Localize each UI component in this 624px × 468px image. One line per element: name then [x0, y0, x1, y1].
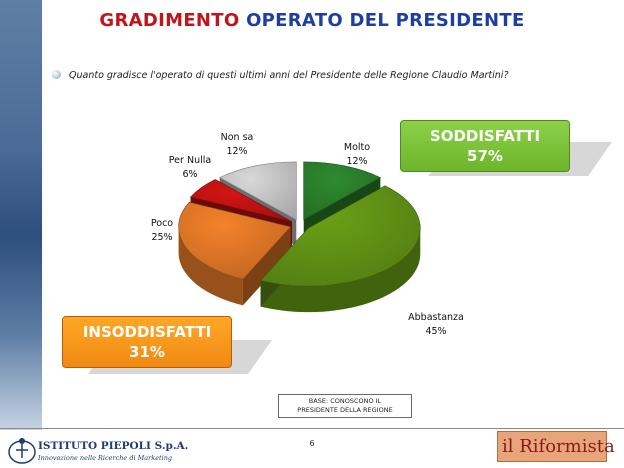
- piepoli-tagline: Innovazione nelle Ricerche di Marketing: [38, 454, 173, 462]
- il-riformista-logo: il Riformista: [497, 431, 615, 462]
- title-part-blue: OPERATO DEL PRESIDENTE: [246, 10, 525, 31]
- label-molto: Molto: [344, 142, 370, 153]
- label-poco: Poco: [151, 218, 173, 229]
- satisfied-summary-box: SODDISFATTI 57%: [400, 120, 570, 172]
- pie-wall-abbastanza: [260, 228, 421, 313]
- value-abbastanza: 45%: [425, 326, 446, 337]
- label-per-nulla: Per Nulla: [169, 155, 211, 166]
- base-note: BASE: CONOSCONO IL PRESIDENTE DELLA REGI…: [278, 394, 412, 418]
- question-text: Quanto gradisce l'operato di questi ulti…: [69, 70, 509, 81]
- bullet-icon: [52, 70, 61, 79]
- label-abbastanza: Abbastanza: [408, 312, 464, 323]
- value-per-nulla: 6%: [182, 169, 197, 180]
- value-non-sa: 12%: [226, 146, 247, 157]
- pie-slice-per-nulla: [190, 179, 293, 223]
- pie-wall-poco: [178, 226, 243, 306]
- pie-slice-abbastanza: [260, 185, 421, 287]
- satisfied-value: 57%: [467, 147, 503, 165]
- istituto-piepoli-logo: ISTITUTO PIEPOLI S.p.A. Innovazione nell…: [4, 430, 188, 466]
- pie-tops: [178, 161, 421, 287]
- piepoli-emblem-icon: [8, 438, 36, 464]
- unsatisfied-summary-box: INSODDISFATTI 31%: [62, 316, 232, 368]
- page-title: GRADIMENTO OPERATO DEL PRESIDENTE: [0, 10, 624, 31]
- base-note-line1: BASE: CONOSCONO IL: [308, 397, 382, 405]
- piepoli-name: ISTITUTO PIEPOLI S.p.A.: [38, 440, 189, 452]
- decorative-sidebar: [0, 0, 42, 430]
- unsatisfied-value: 31%: [129, 343, 165, 361]
- pie-slice-molto: [303, 161, 382, 221]
- page-number: 6: [309, 439, 315, 448]
- survey-question: Quanto gradisce l'operato di questi ulti…: [52, 70, 612, 81]
- value-molto: 12%: [346, 156, 367, 167]
- satisfied-label: SODDISFATTI: [429, 127, 541, 145]
- label-non-sa: Non sa: [221, 132, 254, 143]
- pie-slice-non-sa: [218, 161, 297, 221]
- footer-divider: [0, 428, 624, 429]
- value-poco: 25%: [151, 232, 172, 243]
- unsatisfied-label: INSODDISFATTI: [82, 323, 212, 341]
- pie-slice-poco: [178, 201, 292, 280]
- base-note-line2: PRESIDENTE DELLA REGIONE: [297, 406, 393, 414]
- title-part-red: GRADIMENTO: [99, 10, 240, 31]
